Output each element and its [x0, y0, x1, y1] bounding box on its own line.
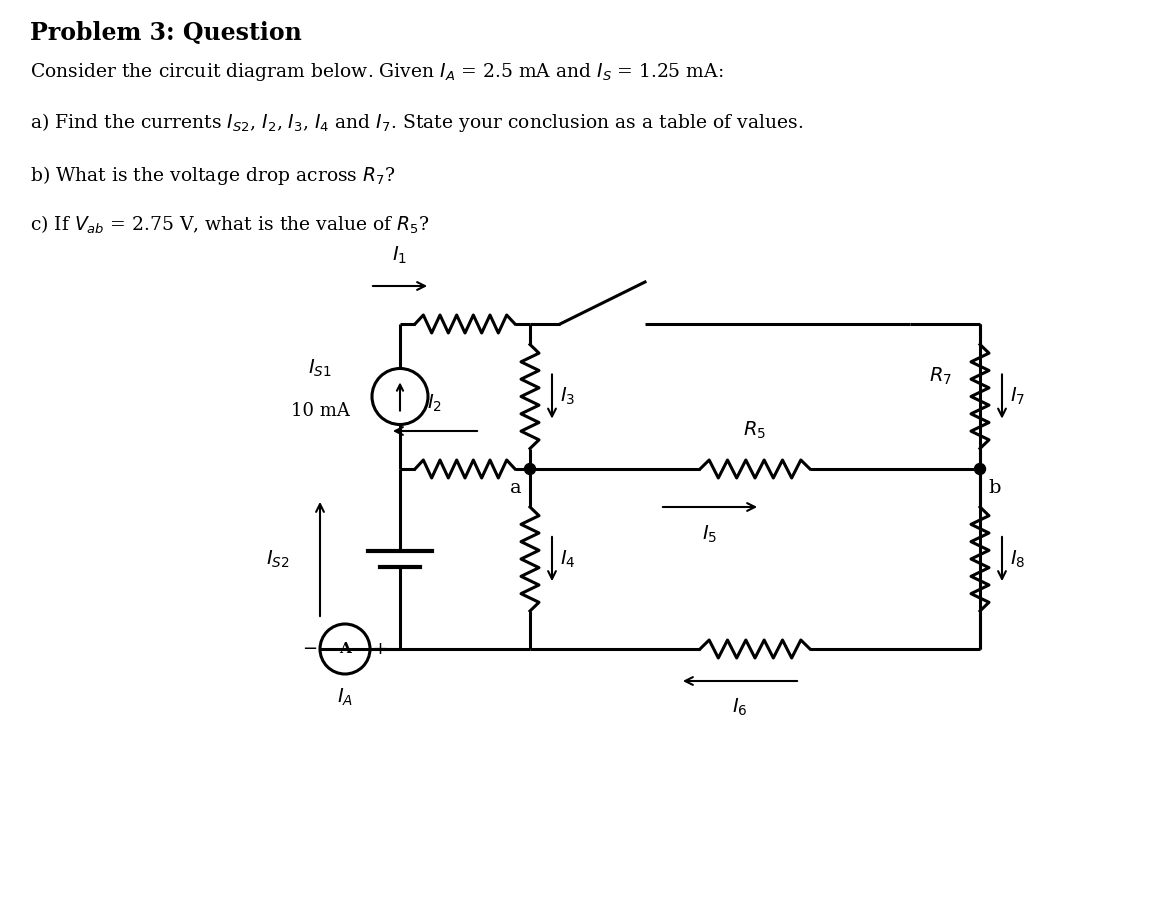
Text: $I_7$: $I_7$ [1010, 386, 1026, 407]
Text: −: − [302, 640, 317, 658]
Text: Consider the circuit diagram below. Given $I_A$ = 2.5 mA and $I_S$ = 1.25 mA:: Consider the circuit diagram below. Give… [30, 61, 723, 83]
Text: $I_5$: $I_5$ [703, 524, 718, 545]
Text: $R_7$: $R_7$ [929, 366, 952, 387]
Text: $I_{S1}$: $I_{S1}$ [308, 357, 332, 379]
Text: $I_6$: $I_6$ [733, 697, 748, 719]
Text: Problem 3: Question: Problem 3: Question [30, 21, 301, 45]
Text: +: + [373, 640, 388, 658]
Text: b) What is the voltage drop across $R_7$?: b) What is the voltage drop across $R_7$… [30, 164, 396, 187]
Circle shape [974, 463, 986, 474]
Text: c) If $V_{ab}$ = 2.75 V, what is the value of $R_5$?: c) If $V_{ab}$ = 2.75 V, what is the val… [30, 214, 430, 236]
Text: a) Find the currents $I_{S2}$, $I_2$, $I_3$, $I_4$ and $I_7$. State your conclus: a) Find the currents $I_{S2}$, $I_2$, $I… [30, 111, 803, 134]
Text: a: a [511, 479, 522, 497]
Circle shape [524, 463, 536, 474]
Text: $I_4$: $I_4$ [560, 549, 576, 570]
Text: b: b [988, 479, 1000, 497]
Text: 10 mA: 10 mA [291, 402, 350, 419]
Text: $I_2$: $I_2$ [428, 392, 443, 414]
Text: $I_8$: $I_8$ [1010, 549, 1026, 570]
Text: $I_3$: $I_3$ [560, 386, 575, 407]
Text: $R_5$: $R_5$ [744, 420, 767, 441]
Text: $I_{S2}$: $I_{S2}$ [267, 549, 290, 570]
Text: A: A [339, 642, 351, 656]
Text: $I_A$: $I_A$ [337, 687, 353, 709]
Text: $I_1$: $I_1$ [392, 244, 407, 266]
